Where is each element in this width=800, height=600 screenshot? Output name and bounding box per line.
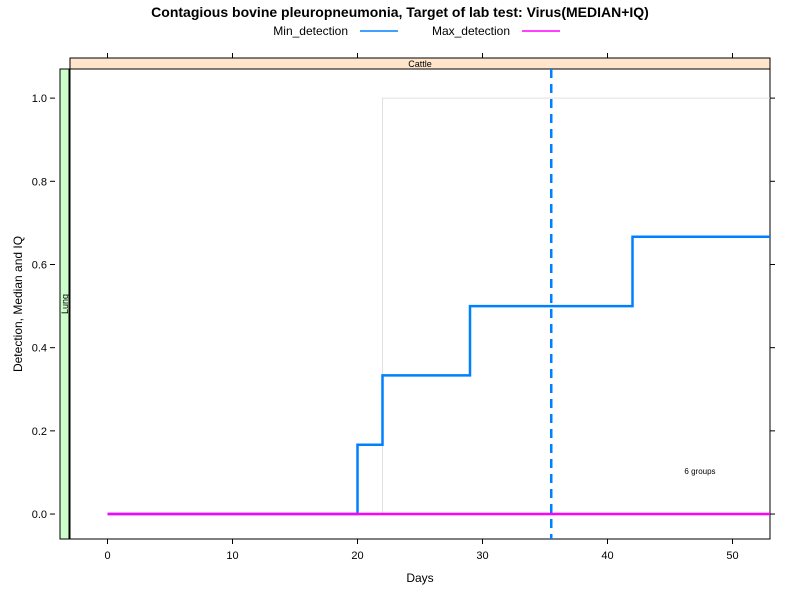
x-axis: 0 10 20 30 40 50 [104, 53, 739, 562]
x-axis-title: Days [406, 571, 433, 585]
x-tick-label-40: 40 [601, 550, 613, 562]
x-tick-label-50: 50 [726, 550, 738, 562]
y-tick-label-3: 0.6 [32, 259, 47, 271]
legend-label-max-detection: Max_detection [432, 24, 510, 38]
annotation-groups: 6 groups [684, 467, 715, 476]
plot-area [107, 69, 770, 539]
y-tick-label-1: 0.2 [32, 426, 47, 438]
series-line-min-detection [107, 235, 770, 516]
x-tick-label-0: 0 [104, 550, 110, 562]
y-tick-label-4: 0.8 [32, 176, 47, 188]
panel-strip-left [59, 68, 70, 540]
y-tick-label-2: 0.4 [32, 343, 47, 355]
legend-label-min-detection: Min_detection [273, 24, 348, 38]
x-tick-label-10: 10 [226, 550, 238, 562]
legend: Min_detection Max_detection [273, 24, 560, 38]
y-tick-label-0: 0.0 [32, 509, 47, 521]
x-tick-label-20: 20 [351, 550, 363, 562]
panel-strip-top-label: Cattle [408, 59, 432, 69]
y-axis: 0.0 0.2 0.4 0.6 0.8 1.0 [32, 93, 775, 521]
plot-frame [69, 68, 771, 540]
chart-title: Contagious bovine pleuropneumonia, Targe… [151, 4, 649, 20]
y-tick-label-5: 1.0 [32, 93, 47, 105]
panel-strip-left-label: Lung [60, 294, 70, 314]
y-axis-title: Detection, Median and IQ [11, 236, 25, 372]
x-tick-label-30: 30 [476, 550, 488, 562]
